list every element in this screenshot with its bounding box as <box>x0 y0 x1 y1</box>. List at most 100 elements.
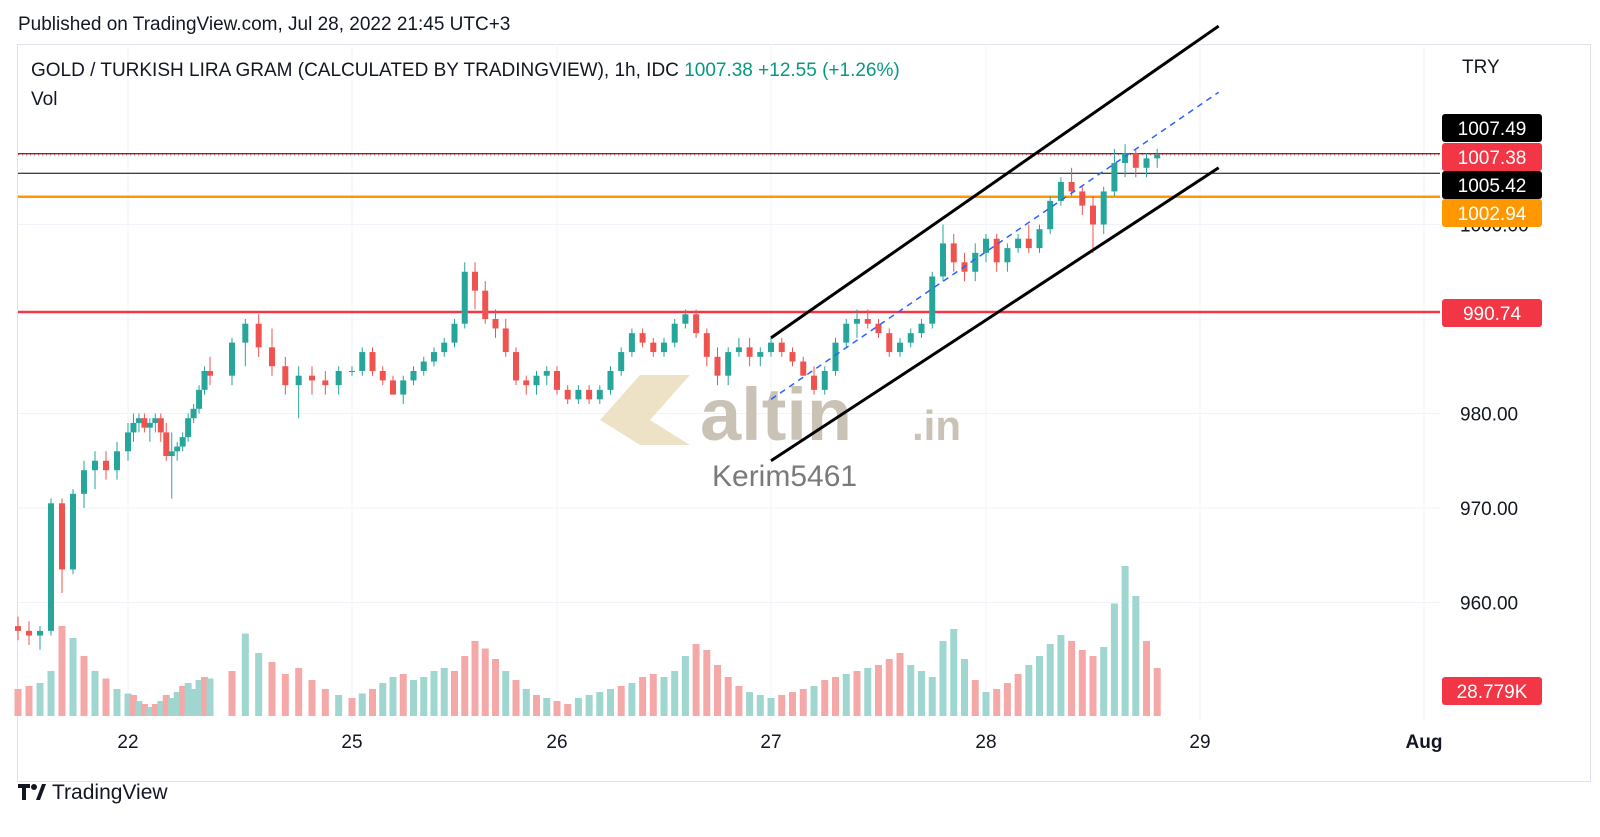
candle-body[interactable] <box>502 328 509 353</box>
candle-body[interactable] <box>92 460 98 471</box>
candle-body[interactable] <box>1090 205 1096 225</box>
candle-body[interactable] <box>141 418 148 428</box>
symbol-name[interactable]: GOLD / TURKISH LIRA GRAM (CALCULATED BY … <box>31 60 679 81</box>
candle-body[interactable] <box>768 342 774 353</box>
candle-body[interactable] <box>179 437 186 447</box>
price-tag[interactable] <box>1442 143 1542 171</box>
candle-body[interactable] <box>26 630 32 636</box>
candle-body[interactable] <box>400 380 407 395</box>
candle-body[interactable] <box>800 361 807 376</box>
candle-body[interactable] <box>359 352 366 371</box>
candle-body[interactable] <box>390 380 396 395</box>
candle-body[interactable] <box>1154 154 1161 159</box>
candle-body[interactable] <box>461 271 468 324</box>
channel-middle-line[interactable] <box>770 91 1220 400</box>
price-tag[interactable] <box>1442 299 1542 327</box>
candle-body[interactable] <box>369 352 376 371</box>
candle-body[interactable] <box>125 432 131 452</box>
candle-body[interactable] <box>513 352 519 381</box>
candle-body[interactable] <box>533 375 540 386</box>
price-tag[interactable] <box>1442 171 1542 199</box>
candle-body[interactable] <box>349 370 355 372</box>
candle-body[interactable] <box>789 352 796 362</box>
candle-body[interactable] <box>1004 248 1011 263</box>
candle-body[interactable] <box>168 451 175 457</box>
volume-tag[interactable] <box>1442 677 1542 705</box>
candle-body[interactable] <box>661 342 667 353</box>
candle-body[interactable] <box>778 342 785 353</box>
candle-body[interactable] <box>472 271 478 291</box>
candle-body[interactable] <box>843 323 850 343</box>
candle-body[interactable] <box>335 370 342 386</box>
candle-body[interactable] <box>543 370 550 376</box>
candle-body[interactable] <box>152 418 159 423</box>
candle-body[interactable] <box>821 370 828 390</box>
candle-body[interactable] <box>1057 181 1064 201</box>
candle-body[interactable] <box>832 342 839 371</box>
candle-body[interactable] <box>725 352 732 376</box>
candle-body[interactable] <box>295 375 302 386</box>
price-tag[interactable] <box>1442 114 1542 142</box>
candle-body[interactable] <box>1025 238 1032 249</box>
candle-body[interactable] <box>628 333 635 353</box>
candle-body[interactable] <box>48 503 54 631</box>
candle-body[interactable] <box>269 347 275 367</box>
candle-body[interactable] <box>163 432 170 457</box>
candle-body[interactable] <box>1015 238 1022 249</box>
candle-body[interactable] <box>586 389 593 400</box>
candle-body[interactable] <box>886 333 893 353</box>
candle-body[interactable] <box>1047 200 1054 230</box>
candle-body[interactable] <box>114 451 120 471</box>
candle-body[interactable] <box>618 352 625 371</box>
candle-body[interactable] <box>575 389 582 400</box>
candle-body[interactable] <box>940 243 946 277</box>
candle-body[interactable] <box>1111 163 1118 192</box>
candle-body[interactable] <box>410 370 417 381</box>
candle-body[interactable] <box>1100 191 1107 225</box>
candle-body[interactable] <box>201 370 208 390</box>
candle-body[interactable] <box>918 323 925 334</box>
candle-body[interactable] <box>70 493 76 570</box>
candle-body[interactable] <box>229 342 235 376</box>
candle-body[interactable] <box>983 238 989 253</box>
candle-body[interactable] <box>714 356 721 376</box>
candle-body[interactable] <box>596 389 603 400</box>
candle-body[interactable] <box>309 375 315 381</box>
candle-body[interactable] <box>379 370 386 381</box>
candle-body[interactable] <box>875 323 882 334</box>
candle-body[interactable] <box>1068 181 1075 192</box>
candle-body[interactable] <box>682 314 689 324</box>
candle-body[interactable] <box>282 366 289 386</box>
candle-body[interactable] <box>482 290 489 319</box>
candle-body[interactable] <box>59 503 65 570</box>
candle-body[interactable] <box>854 319 860 324</box>
channel-upper-line[interactable] <box>770 24 1220 340</box>
candle-body[interactable] <box>564 389 571 400</box>
candle-body[interactable] <box>972 252 979 272</box>
candle-body[interactable] <box>135 418 142 423</box>
candle-body[interactable] <box>81 470 87 494</box>
candle-body[interactable] <box>451 323 458 343</box>
candle-body[interactable] <box>864 319 871 324</box>
volume-legend[interactable]: Vol <box>31 89 58 110</box>
candle-body[interactable] <box>492 319 499 329</box>
candle-body[interactable] <box>929 276 936 324</box>
candle-body[interactable] <box>146 422 153 428</box>
candle-body[interactable] <box>693 314 700 334</box>
candle-body[interactable] <box>671 323 678 343</box>
candle-body[interactable] <box>196 389 203 409</box>
candle-body[interactable] <box>1079 191 1086 206</box>
candle-body[interactable] <box>174 446 181 452</box>
channel-lower-line[interactable] <box>770 166 1220 463</box>
candle-body[interactable] <box>15 626 21 631</box>
candle-body[interactable] <box>441 342 448 353</box>
candle-body[interactable] <box>993 238 1000 263</box>
candle-body[interactable] <box>322 380 329 386</box>
candle-body[interactable] <box>735 347 742 353</box>
candle-body[interactable] <box>554 370 560 390</box>
candle-body[interactable] <box>757 352 764 357</box>
candle-body[interactable] <box>190 408 197 419</box>
candle-body[interactable] <box>130 422 137 433</box>
candle-body[interactable] <box>255 323 262 348</box>
